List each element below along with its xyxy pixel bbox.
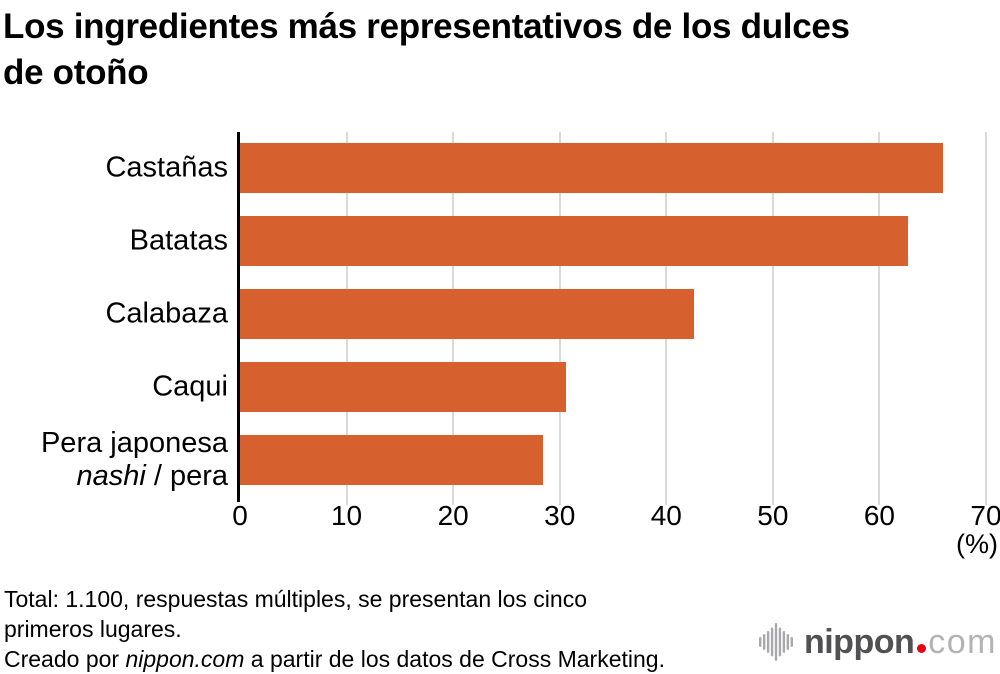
bar-Castañas [240,143,944,193]
x-tick-label-40: 40 [650,500,682,531]
source-note-line-1: Total: 1.100, respuestas múltiples, se p… [4,586,587,612]
x-tick-label-30: 30 [544,500,576,531]
bar-Caqui [240,362,567,412]
nippon-logo-wordmark: nippon com [804,621,997,663]
x-tick-label-60: 60 [863,500,895,531]
category-label: Batatas [129,224,228,257]
soundwave-bars-icon [758,623,793,661]
category-label: Calabaza [105,297,228,330]
logo-red-dot [917,644,927,653]
bar-Calabaza [240,289,694,339]
chart-title: Los ingredientes más representativos de … [3,4,993,96]
x-axis-unit-label: (%) [956,529,998,559]
gridline-70 [985,132,987,505]
nippon-logo: nippon com [758,621,997,663]
bar-Pera japonesa nashi / pera [240,435,543,485]
y-axis-line [237,132,240,502]
logo-brand-text: nippon [803,623,915,661]
gridline-60 [878,132,881,505]
source-note-line-2: primeros lugares. [4,616,182,642]
x-tick-label-0: 0 [232,500,248,531]
source-note: Total: 1.100, respuestas múltiples, se p… [4,584,665,674]
category-label: Pera japonesa nashi / pera [40,427,228,492]
x-tick-label-20: 20 [437,500,469,531]
x-tick-label-50: 50 [757,500,789,531]
credit-line: Creado por nippon.com a partir de los da… [4,646,665,672]
x-tick-label-70: 70 [970,500,1000,531]
category-label: Castañas [105,151,228,184]
chart-title-line-2: de otoño [3,53,149,92]
chart-title-line-1: Los ingredientes más representativos de … [3,7,850,46]
logo-tld-text: com [928,623,997,661]
x-tick-label-10: 10 [330,500,363,531]
gridline-50 [771,132,774,505]
credit-site-name: nippon.com [125,646,245,672]
bar-Batatas [240,216,909,266]
category-label: Caqui [152,370,228,403]
